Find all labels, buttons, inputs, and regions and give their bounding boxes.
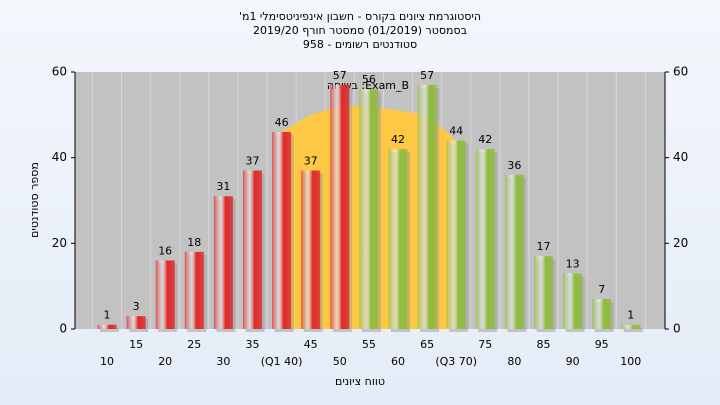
x-tick-label: 10 [100,355,114,368]
bar [417,84,437,329]
value-label: 3 [133,300,140,313]
bar [621,324,641,329]
shadow [623,327,643,332]
value-label: 42 [391,133,405,146]
x-tick-label: 20 [158,355,172,368]
x-tick-label: 35 [246,338,260,351]
bar [504,174,524,329]
y2-tick-label: 60 [673,65,688,79]
bar [155,260,175,329]
y-tick-label: 60 [52,65,67,79]
chart-subtitle: סטודנטים רשומים - 958 [303,38,417,51]
bar [446,140,466,329]
value-label: 31 [216,180,230,193]
x-tick-label: 30 [216,355,230,368]
x-tick-label: 25 [187,338,201,351]
bar [475,149,495,329]
x-axis-title: טווח ציונים [335,375,385,388]
value-label: 17 [537,240,551,253]
shadow [100,327,119,332]
y-tick-label: 20 [52,236,67,250]
bar [359,89,379,329]
value-label: 57 [333,69,347,82]
chart-title: היסטוגרמת ציונים בקורס - חשבון אינפיניטס… [239,10,481,23]
value-label: 46 [275,116,289,129]
value-label: 36 [507,159,521,172]
x-tick-label: 75 [478,338,492,351]
x-tick-label: 50 [333,355,347,368]
x-tick-label: 60 [391,355,405,368]
y2-tick-label: 20 [673,236,688,250]
value-label: 56 [362,73,376,86]
y-tick-label: 0 [59,322,67,336]
bar [330,84,350,329]
value-label: 1 [104,309,111,322]
x-tick-label: 95 [595,338,609,351]
chart-subtitle: בסמסטר (01/2019) סמסטר חורף 2019/20 [253,24,467,37]
y2-tick-label: 40 [673,150,688,164]
y2-tick-label: 0 [673,322,681,336]
bar [388,149,408,329]
value-label: 42 [478,133,492,146]
x-tick-label: (Q1 40) [261,355,303,368]
bar [592,299,612,329]
x-tick-label: 65 [420,338,434,351]
bar [563,273,583,329]
bar [301,170,321,329]
bar [272,131,292,329]
value-label: 7 [598,283,605,296]
bar [184,251,204,329]
x-tick-label: 45 [304,338,318,351]
x-tick-label: 100 [620,355,641,368]
bar [126,316,146,329]
value-label: 1 [627,309,634,322]
bar [213,196,233,329]
y-tick-label: 40 [52,150,67,164]
x-tick-label: 55 [362,338,376,351]
x-tick-label: 85 [537,338,551,351]
x-tick-label: (Q3 70) [435,355,477,368]
value-label: 18 [187,236,201,249]
bar [534,256,553,329]
value-label: 37 [304,155,318,168]
bar [97,324,117,329]
x-tick-label: 90 [566,355,580,368]
value-label: 16 [158,244,172,257]
bar [243,170,262,329]
value-label: 37 [246,155,260,168]
y-axis-title: מספר סטודנטים [28,162,41,238]
x-tick-label: 80 [507,355,521,368]
value-label: 57 [420,69,434,82]
value-label: 13 [566,257,580,270]
x-tick-label: 15 [129,338,143,351]
value-label: 44 [449,125,463,138]
